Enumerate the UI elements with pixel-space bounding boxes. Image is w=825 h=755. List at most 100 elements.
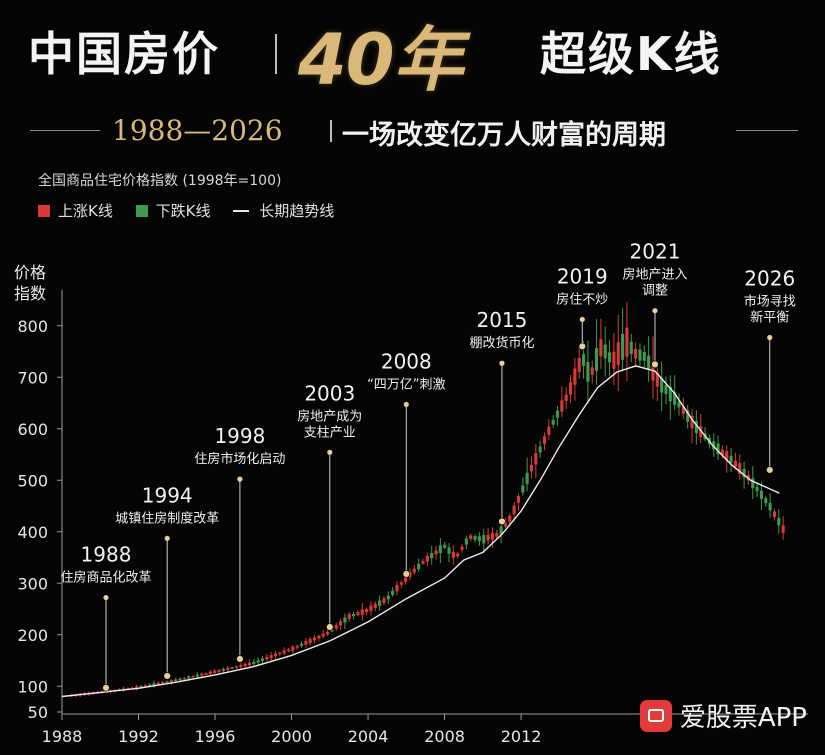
candle-up: [273, 653, 278, 657]
candle-up: [239, 664, 243, 667]
candle-down: [174, 679, 178, 682]
candle-up: [213, 670, 217, 674]
candle-down: [352, 613, 356, 617]
legend-item-trend: 长期趋势线: [233, 200, 334, 221]
candle-down: [686, 410, 690, 422]
candle-up: [399, 582, 403, 585]
candle-up: [460, 546, 464, 550]
y-tick-label: 500: [17, 471, 48, 490]
legend-swatch-trend: [233, 210, 250, 212]
x-tick-label: 2008: [424, 727, 465, 746]
legend: 上涨K线 下跌K线 长期趋势线: [38, 200, 352, 220]
x-tick-label: 2004: [348, 727, 389, 746]
candle-up: [234, 666, 239, 668]
candle-down: [386, 595, 390, 600]
candle-up: [486, 534, 490, 541]
subtitle-rule-right: [736, 130, 798, 131]
x-tick-label: 2012: [501, 727, 542, 746]
candle-up: [573, 368, 577, 385]
candle-up: [265, 657, 269, 660]
candle-down: [438, 545, 442, 554]
candle-down: [755, 486, 759, 492]
candle-up: [325, 631, 330, 635]
candle-up: [720, 449, 724, 455]
candle-down: [668, 386, 672, 402]
candle-down: [551, 419, 555, 425]
candle-down: [603, 344, 607, 359]
y-axis-label-line: 指数: [14, 284, 47, 303]
annotation-top-dot: [652, 308, 658, 314]
candle-down: [629, 341, 633, 355]
x-tick-label: 1988: [42, 727, 83, 746]
candle-up: [200, 673, 204, 676]
candle-down: [139, 686, 143, 688]
candle-up: [278, 652, 282, 655]
annotation-top-dot: [327, 449, 333, 455]
annotation-text: “四万亿”刺激: [367, 377, 445, 392]
candle-down: [482, 535, 486, 544]
candle-up: [412, 568, 416, 573]
title-right: 超级K线: [540, 27, 722, 81]
candle-down: [260, 658, 265, 661]
candle-up: [495, 532, 499, 537]
candle-down: [252, 661, 256, 664]
title-highlight: 40年: [298, 19, 463, 101]
candle-down: [759, 490, 764, 499]
candle-up: [321, 633, 325, 637]
subtitle-row: 1988—2026 一场改变亿万人财富的周期: [0, 108, 825, 152]
candle-down: [417, 563, 421, 570]
candle-down: [694, 420, 698, 434]
annotation-top-dot: [579, 316, 585, 323]
annotation-text: 新平衡: [750, 309, 789, 325]
annotation-text: 房住不炒: [556, 291, 608, 307]
candle-up: [191, 675, 195, 678]
subtitle-divider: [330, 120, 332, 142]
candle-up: [469, 535, 473, 539]
annotation-marker: [102, 684, 110, 692]
candle-up: [529, 464, 534, 472]
candle-up: [365, 609, 369, 613]
annotation-year: 1988: [81, 543, 132, 567]
annotation-marker: [651, 360, 659, 369]
candle-up: [395, 585, 399, 592]
annotation-marker: [326, 623, 334, 631]
candle-down: [378, 600, 382, 606]
annotation-text: 房地产进入: [622, 267, 687, 283]
candle-up: [612, 351, 616, 369]
candle-down: [330, 629, 334, 632]
candle-up: [564, 394, 568, 402]
candle-down: [343, 617, 347, 623]
candle-up: [143, 685, 147, 687]
annotation-top-dot: [499, 360, 505, 366]
candle-down: [538, 446, 542, 453]
candle-up: [334, 625, 338, 629]
annotation-year: 2008: [381, 349, 432, 373]
candle-down: [499, 526, 503, 535]
y-tick-label: 200: [17, 626, 48, 645]
candle-up: [590, 367, 594, 375]
candle-up: [356, 612, 360, 616]
candle-down: [525, 472, 529, 485]
candle-up: [404, 575, 408, 582]
candle-down: [473, 536, 477, 540]
annotation-year: 2015: [476, 308, 527, 332]
candle-up: [772, 511, 777, 517]
candle-down: [647, 355, 651, 371]
candle-down: [716, 443, 720, 455]
candle-up: [408, 572, 412, 577]
candle-up: [421, 561, 425, 564]
candle-up: [204, 673, 208, 675]
legend-label-trend: 长期趋势线: [259, 202, 335, 220]
candle-up: [208, 671, 212, 675]
candle-up: [512, 505, 516, 515]
annotation-top-dot: [767, 334, 773, 341]
annotation-text: 住房商品化改革: [60, 570, 151, 586]
candle-down: [148, 684, 152, 687]
candle-down: [777, 517, 781, 526]
candle-up: [542, 436, 547, 444]
annotation-top-dot: [237, 476, 243, 482]
candle-up: [451, 551, 455, 558]
candle-up: [247, 662, 252, 666]
candle-down: [729, 455, 733, 463]
